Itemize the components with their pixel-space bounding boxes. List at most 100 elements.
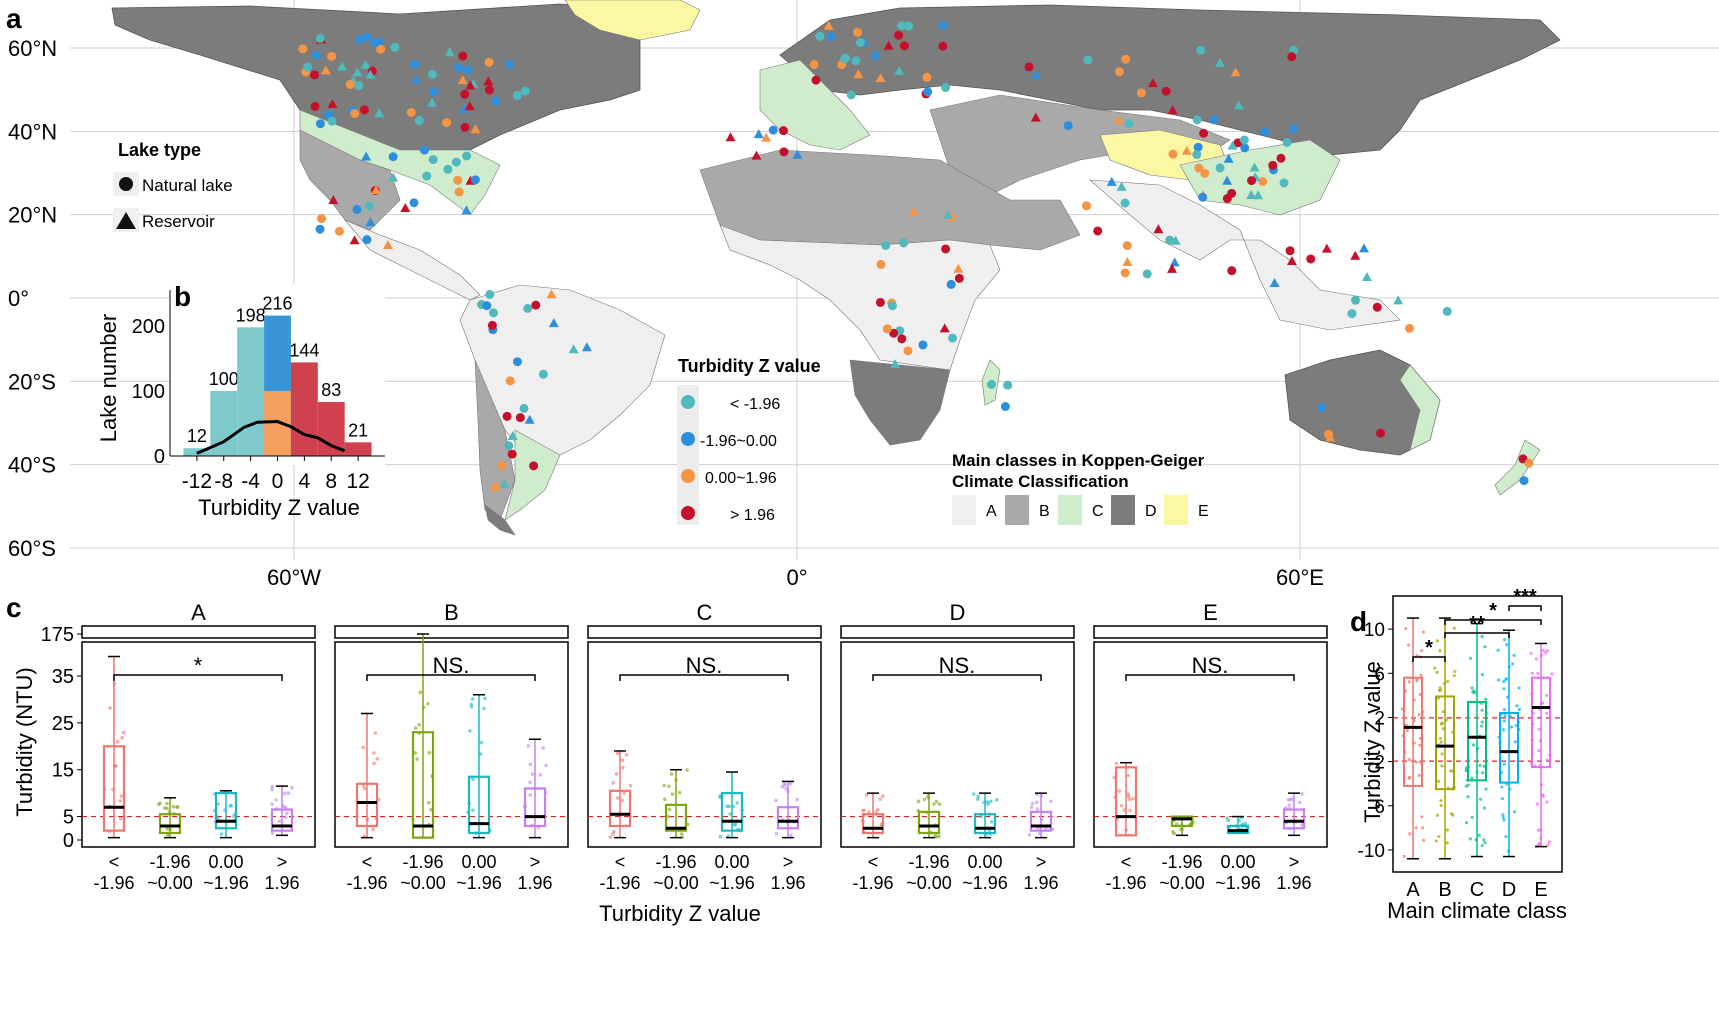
lake-point-natural [507, 449, 517, 459]
panel-c-x-tick-label: ~0.00 [147, 873, 193, 893]
jitter-point [1414, 760, 1418, 764]
lake-point-reservoir [853, 69, 864, 79]
histogram-x-axis-title: Turbidity Z value [198, 495, 360, 520]
panel-c-x-tick-label: 1.96 [1276, 873, 1311, 893]
jitter-point [624, 753, 629, 757]
jitter-point [611, 832, 615, 836]
lake-point-reservoir [1321, 243, 1332, 253]
jitter-point [1439, 740, 1443, 744]
lake-point-natural [1282, 137, 1292, 147]
jitter-point [108, 706, 112, 710]
lake-point-natural [454, 187, 464, 197]
jitter-point [285, 811, 289, 816]
lake-point-reservoir [753, 129, 764, 139]
lake-point-reservoir [1249, 162, 1260, 172]
jitter-point [1546, 843, 1550, 847]
jitter-point [158, 801, 162, 805]
jitter-point [1437, 834, 1441, 839]
lake-point-natural [362, 235, 372, 245]
jitter-point [1452, 674, 1456, 678]
jitter-point [270, 831, 275, 836]
jitter-point [1466, 783, 1470, 787]
jitter-point [1464, 821, 1469, 825]
jitter-point [1420, 826, 1425, 830]
facet-panel [81, 641, 316, 848]
lake-point-natural [350, 109, 360, 119]
jitter-point [471, 777, 475, 782]
jitter-point [274, 798, 278, 802]
lake-point-natural [938, 20, 948, 30]
reservoir-label: Reservoir [142, 212, 215, 231]
jitter-point [1513, 740, 1517, 744]
panel-c-x-tick-label: 1.96 [517, 873, 552, 893]
lake-point-natural [1192, 115, 1202, 125]
jitter-point [1483, 645, 1487, 649]
lake-point-reservoir [352, 67, 363, 77]
lake-point-natural [1199, 128, 1209, 138]
jitter-point [1537, 749, 1541, 753]
lake-point-reservoir [1325, 432, 1336, 442]
turbidity-legend-dot [681, 506, 695, 520]
jitter-point [620, 758, 625, 763]
jitter-point [427, 751, 432, 755]
jitter-point [283, 815, 288, 820]
lake-point-natural [882, 324, 892, 334]
jitter-point [864, 793, 869, 797]
jitter-point [371, 827, 376, 832]
jitter-point [880, 794, 885, 798]
lake-point-reservoir [382, 240, 393, 250]
panel-c-x-tick-label: 0.00 [208, 852, 243, 872]
lake-point-natural [298, 44, 308, 54]
jitter-point [1117, 789, 1122, 793]
jitter-point [1477, 833, 1481, 837]
lake-point-natural [315, 33, 325, 43]
jitter-point [986, 802, 990, 806]
lake-point-natural [826, 32, 836, 42]
jitter-point [361, 745, 365, 750]
lake-point-natural [1196, 45, 1206, 55]
latitude-tick-label: 40°N [8, 119, 57, 144]
lake-point-natural [1063, 121, 1073, 131]
panel-c-y-tick-label: 5 [63, 807, 74, 829]
jitter-point [1471, 743, 1476, 747]
lake-point-natural [779, 147, 789, 157]
jitter-point [1468, 656, 1473, 660]
lake-point-natural [853, 27, 863, 37]
jitter-point [677, 790, 682, 795]
jitter-point [1420, 649, 1424, 653]
lake-point-natural [1442, 306, 1452, 316]
significance-label: * [1425, 637, 1433, 659]
lake-point-natural [1192, 150, 1202, 160]
panel-c-x-tick-label: -1.96 [599, 873, 640, 893]
jitter-point [669, 772, 674, 776]
jitter-point [1530, 671, 1535, 675]
jitter-point [1484, 787, 1488, 791]
lake-point-reservoir [483, 76, 494, 86]
lake-point-natural [1124, 119, 1134, 129]
jitter-point [1503, 713, 1507, 718]
jitter-point [162, 806, 167, 810]
lake-point-natural [1239, 135, 1249, 145]
lake-point-reservoir [400, 203, 411, 213]
jitter-point [528, 762, 533, 767]
lake-point-natural [460, 122, 470, 132]
jitter-point [1419, 673, 1423, 677]
lake-point-reservoir [1167, 105, 1178, 115]
lake-point-natural [887, 301, 897, 311]
lake-point-reservoir [457, 75, 468, 85]
jitter-point [1433, 666, 1437, 670]
facet-strip [1093, 625, 1328, 639]
lake-point-natural [491, 96, 501, 106]
climate-swatch-b [1005, 495, 1029, 525]
jitter-point [171, 804, 176, 809]
climate-swatch-e [1164, 495, 1188, 525]
lake-point-reservoir [470, 124, 481, 134]
lake-point-reservoir [1222, 175, 1233, 185]
lake-point-natural [317, 214, 327, 224]
lake-point-natural [1405, 323, 1415, 333]
lake-point-natural [352, 204, 362, 214]
australia-temperate [1399, 364, 1441, 451]
lake-point-natural [327, 116, 337, 126]
lake-point-natural [354, 35, 364, 45]
